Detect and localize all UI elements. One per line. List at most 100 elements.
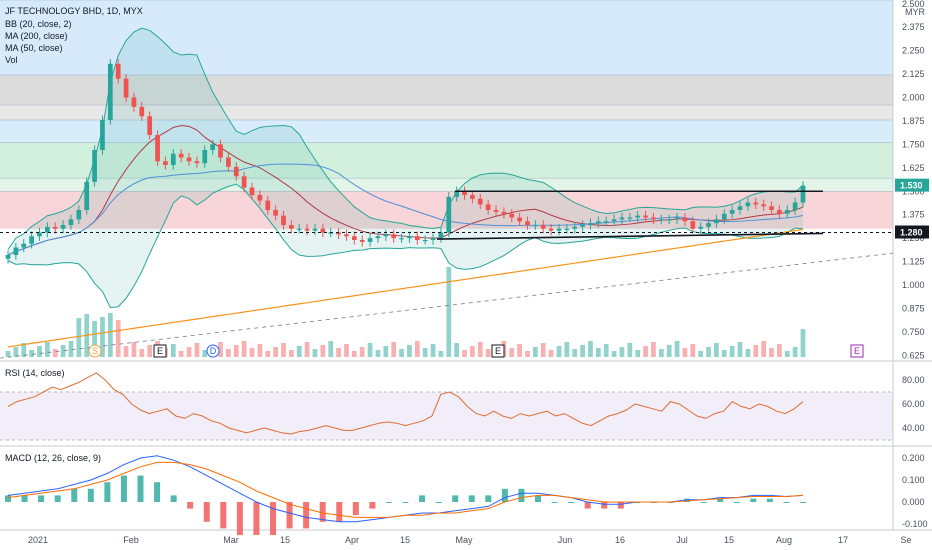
- candle-body: [76, 210, 82, 220]
- candle-body: [588, 223, 593, 225]
- volume-bar: [202, 350, 208, 357]
- candle-body: [107, 63, 113, 120]
- volume-bar: [92, 321, 97, 357]
- candle-body: [249, 187, 255, 195]
- candle-body: [60, 225, 66, 229]
- candle-body: [619, 217, 625, 220]
- macd-label: MACD (12, 26, close, 9): [5, 453, 101, 463]
- volume-bar: [226, 349, 231, 357]
- macd-histogram-bar: [684, 498, 691, 502]
- candle-body: [525, 221, 530, 225]
- bb-upper: [7, 27, 804, 250]
- volume-bar: [37, 346, 42, 357]
- macd-histogram-bar: [352, 502, 359, 516]
- volume-bar: [178, 351, 184, 357]
- macd-histogram-bar: [733, 502, 740, 503]
- volume-bar: [682, 348, 688, 357]
- macd-histogram-bar: [220, 502, 227, 529]
- price-tick-label: 0.875: [902, 303, 925, 313]
- volume-bar: [564, 342, 570, 357]
- volume-bar: [241, 341, 247, 357]
- volume-bar: [29, 350, 34, 357]
- macd-histogram-bar: [501, 488, 508, 502]
- volume-bar: [556, 346, 562, 357]
- candle-body: [186, 157, 192, 162]
- macd-histogram-bar: [485, 495, 492, 502]
- bb-lower: [7, 183, 804, 309]
- candle-body: [666, 219, 672, 221]
- time-tick-label: Se: [900, 535, 911, 545]
- macd-histogram-bar: [38, 495, 45, 502]
- volume-bar: [603, 344, 609, 357]
- volume-bar: [296, 346, 302, 357]
- macd-tick-label: -0.100: [902, 519, 928, 529]
- macd-histogram-bar: [120, 475, 127, 502]
- candle-body: [800, 185, 806, 203]
- candle-body: [312, 228, 318, 231]
- candle-body: [658, 219, 664, 221]
- volume-bar: [367, 343, 373, 357]
- rsi-tick-label: 80.00: [902, 375, 925, 385]
- price-tick-label: 1.375: [902, 210, 925, 220]
- candle-body: [635, 215, 641, 218]
- volume-bar: [643, 346, 648, 357]
- candle-body: [769, 206, 774, 210]
- candle-body: [682, 217, 688, 222]
- volume-bar: [753, 345, 759, 357]
- event-marker-2: [206, 344, 220, 358]
- candle-body: [753, 202, 759, 205]
- volume-bar: [777, 344, 782, 357]
- macd-histogram-bar: [286, 502, 293, 529]
- candle-body: [407, 236, 412, 239]
- candle-body: [485, 204, 491, 210]
- volume-bar: [281, 343, 286, 357]
- candle-body: [714, 219, 719, 224]
- candle-body: [194, 161, 200, 164]
- last-price-badge: [895, 178, 929, 192]
- macd-histogram-bar: [203, 502, 210, 522]
- volume-bar: [517, 344, 522, 357]
- candle-body: [556, 228, 562, 231]
- candle-body: [68, 219, 74, 225]
- volume-bar: [336, 348, 341, 357]
- macd-histogram-bar: [71, 488, 78, 502]
- candle-body: [729, 210, 735, 214]
- candle-body: [462, 191, 467, 195]
- volume-bar: [414, 341, 420, 357]
- macd-histogram-bar: [435, 502, 442, 503]
- candle-body: [304, 228, 310, 231]
- bb-fill: [8, 28, 803, 308]
- candle-body: [320, 228, 326, 233]
- volume-bar: [170, 344, 176, 357]
- candle-body: [509, 213, 515, 218]
- time-tick-label: 17: [838, 535, 848, 545]
- volume-bar: [52, 349, 58, 357]
- candle-body: [13, 247, 19, 255]
- price-tick-label: 1.000: [902, 280, 925, 290]
- volume-bar: [635, 350, 641, 357]
- time-tick-label: 15: [280, 535, 290, 545]
- volume-bar: [44, 342, 50, 357]
- price-tick-label: 1.125: [902, 257, 925, 267]
- volume-bar: [666, 345, 672, 357]
- event-marker-4: [850, 344, 864, 358]
- candle-body: [265, 200, 271, 210]
- volume-bar: [651, 342, 656, 357]
- volume-bar: [68, 341, 74, 357]
- volume-bar: [611, 351, 617, 357]
- volume-bar: [265, 351, 271, 357]
- macd-panel: [5, 455, 806, 535]
- candle-body: [690, 221, 696, 229]
- candle-body: [430, 238, 436, 240]
- candle-body: [296, 228, 302, 230]
- volume-bar: [737, 342, 743, 357]
- macd-tick-label: 0.200: [902, 453, 925, 463]
- candle-body: [336, 232, 341, 235]
- candle-body: [438, 232, 444, 239]
- volume-bar: [454, 343, 460, 357]
- candle-body: [698, 226, 704, 229]
- volume-bar: [147, 345, 153, 357]
- macd-histogram-bar: [5, 495, 11, 502]
- support-line: [436, 232, 824, 240]
